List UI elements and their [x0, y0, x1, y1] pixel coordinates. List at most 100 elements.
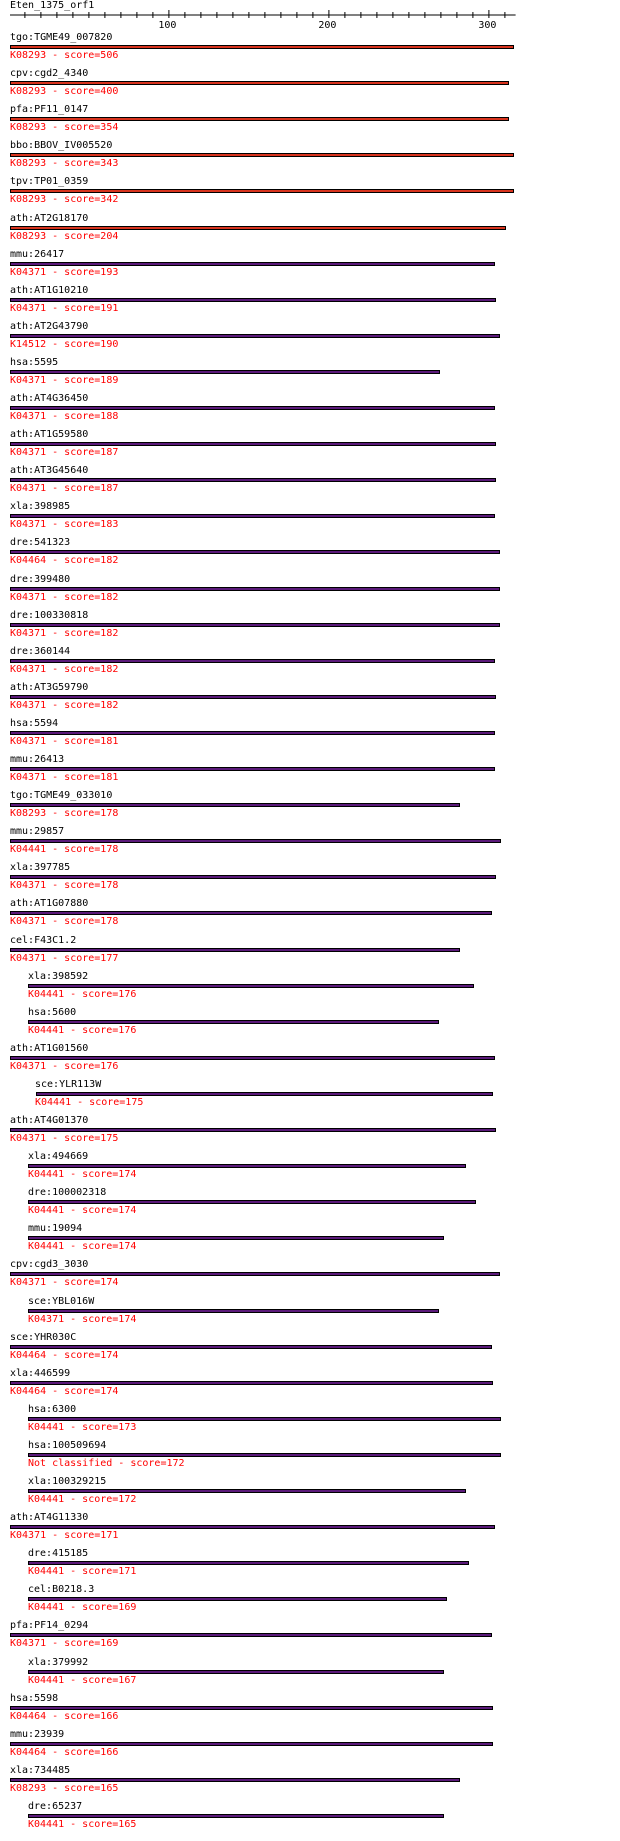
hit-label[interactable]: dre:415185 — [28, 1548, 89, 1560]
alignment-bar[interactable] — [10, 1128, 497, 1132]
hit-label[interactable]: bbo:BBOV_IV005520 — [10, 140, 113, 152]
hit-label[interactable]: ath:AT1G10210 — [10, 284, 89, 296]
alignment-bar[interactable] — [10, 333, 500, 338]
hit-label[interactable]: hsa:6300 — [28, 1403, 77, 1415]
hit-label[interactable]: dre:399480 — [10, 573, 71, 585]
alignment-bar[interactable] — [10, 1344, 492, 1349]
hit-label[interactable]: dre:360144 — [10, 645, 71, 657]
hit-label[interactable]: ath:AT3G45640 — [10, 465, 89, 477]
alignment-bar[interactable] — [10, 658, 495, 663]
alignment-bar[interactable] — [10, 1633, 492, 1638]
alignment-bar[interactable] — [27, 1452, 502, 1457]
alignment-bar[interactable] — [10, 225, 506, 230]
alignment-bar[interactable] — [27, 1561, 470, 1566]
hit-label[interactable]: dre:100330818 — [10, 609, 89, 621]
hit-label[interactable]: xla:494669 — [28, 1151, 89, 1163]
hit-label[interactable]: xla:398592 — [28, 970, 89, 982]
hit-label[interactable]: pfa:PF14_0294 — [10, 1620, 89, 1632]
alignment-bar[interactable] — [35, 1091, 494, 1096]
alignment-bar[interactable] — [10, 261, 495, 266]
alignment-bar[interactable] — [27, 1164, 466, 1169]
alignment-bar[interactable] — [10, 117, 510, 122]
hit-label[interactable]: sce:YHR030C — [10, 1331, 77, 1343]
hit-label[interactable]: hsa:5594 — [10, 717, 59, 729]
alignment-bar[interactable] — [10, 189, 514, 194]
hit-label[interactable]: pfa:PF11_0147 — [10, 104, 89, 116]
hit-label[interactable]: sce:YLR113W — [35, 1078, 102, 1090]
hit-label[interactable]: ath:AT2G43790 — [10, 320, 89, 332]
hit-label[interactable]: hsa:100509694 — [28, 1439, 107, 1451]
alignment-bar[interactable] — [10, 1705, 494, 1710]
hit-label[interactable]: mmu:29857 — [10, 826, 65, 838]
alignment-bar[interactable] — [27, 1200, 476, 1205]
hit-label[interactable]: mmu:19094 — [28, 1223, 83, 1235]
hit-label[interactable]: tgo:TGME49_033010 — [10, 790, 113, 802]
hit-label[interactable]: xla:379992 — [28, 1656, 89, 1668]
hit-label[interactable]: cpv:cgd2_4340 — [10, 68, 89, 80]
alignment-bar[interactable] — [27, 1489, 466, 1493]
alignment-bar[interactable] — [10, 694, 497, 699]
hit-label[interactable]: ath:AT4G11330 — [10, 1512, 89, 1524]
hit-label[interactable]: sce:YBL016W — [28, 1295, 95, 1307]
hit-label[interactable]: cel:B0218.3 — [28, 1584, 95, 1596]
alignment-bar[interactable] — [10, 1380, 494, 1385]
hit-label[interactable]: ath:AT1G07880 — [10, 898, 89, 910]
hit-label[interactable]: mmu:23939 — [10, 1728, 65, 1740]
alignment-bar[interactable] — [10, 297, 497, 302]
alignment-bar[interactable] — [10, 586, 500, 591]
hit-label[interactable]: ath:AT1G59580 — [10, 429, 89, 441]
alignment-bar[interactable] — [10, 442, 497, 447]
hit-label[interactable]: ath:AT4G01370 — [10, 1115, 89, 1126]
alignment-bar[interactable] — [27, 1416, 502, 1421]
hit-label[interactable]: hsa:5598 — [10, 1692, 59, 1704]
alignment-bar[interactable] — [10, 1272, 500, 1277]
alignment-bar[interactable] — [27, 1019, 439, 1024]
alignment-bar[interactable] — [10, 622, 500, 627]
alignment-bar[interactable] — [10, 947, 460, 952]
hit-label[interactable]: xla:734485 — [10, 1764, 71, 1776]
alignment-bar[interactable] — [27, 983, 474, 988]
alignment-bar[interactable] — [10, 875, 497, 880]
hit-label[interactable]: xla:100329215 — [28, 1476, 107, 1487]
hit-label[interactable]: dre:65237 — [28, 1800, 83, 1812]
hit-label[interactable]: xla:397785 — [10, 862, 71, 874]
alignment-bar[interactable] — [10, 478, 497, 483]
alignment-bar[interactable] — [10, 839, 502, 844]
alignment-bar[interactable] — [27, 1669, 444, 1674]
hit-label[interactable]: dre:541323 — [10, 537, 71, 549]
hit-label[interactable]: mmu:26413 — [10, 754, 65, 765]
hit-label[interactable]: hsa:5600 — [28, 1006, 77, 1018]
hit-label[interactable]: cpv:cgd3_3030 — [10, 1259, 89, 1271]
hit-label[interactable]: xla:446599 — [10, 1367, 71, 1379]
hit-label[interactable]: dre:100002318 — [28, 1187, 107, 1199]
hit-label[interactable]: xla:398985 — [10, 501, 71, 513]
hit-label[interactable]: ath:AT3G59790 — [10, 681, 89, 693]
hit-label[interactable]: ath:AT2G18170 — [10, 212, 89, 224]
hit-label[interactable]: ath:AT1G01560 — [10, 1042, 89, 1054]
alignment-bar[interactable] — [27, 1597, 447, 1602]
alignment-bar[interactable] — [10, 730, 495, 735]
hit-label[interactable]: mmu:26417 — [10, 248, 65, 260]
hit-label[interactable]: ath:AT4G36450 — [10, 393, 89, 404]
hit-label[interactable]: cel:F43C1.2 — [10, 934, 77, 946]
hit-label[interactable]: tpv:TP01_0359 — [10, 176, 89, 188]
alignment-bar[interactable] — [27, 1308, 439, 1313]
alignment-bar[interactable] — [10, 911, 492, 916]
alignment-bar[interactable] — [10, 1525, 495, 1530]
alignment-bar[interactable] — [10, 1055, 495, 1060]
alignment-bar[interactable] — [10, 153, 514, 158]
hit-label[interactable]: tgo:TGME49_007820 — [10, 32, 113, 43]
alignment-bar[interactable] — [10, 803, 460, 808]
alignment-bar[interactable] — [10, 369, 441, 374]
alignment-bar[interactable] — [10, 1741, 494, 1746]
alignment-bar[interactable] — [10, 767, 495, 771]
alignment-bar[interactable] — [10, 406, 495, 410]
alignment-bar[interactable] — [10, 514, 495, 519]
alignment-bar[interactable] — [10, 45, 514, 49]
alignment-bar[interactable] — [27, 1236, 444, 1241]
alignment-bar[interactable] — [10, 1777, 460, 1782]
hit-label[interactable]: hsa:5595 — [10, 356, 59, 368]
alignment-bar[interactable] — [10, 81, 510, 86]
alignment-bar[interactable] — [10, 550, 500, 555]
alignment-bar[interactable] — [27, 1813, 444, 1818]
